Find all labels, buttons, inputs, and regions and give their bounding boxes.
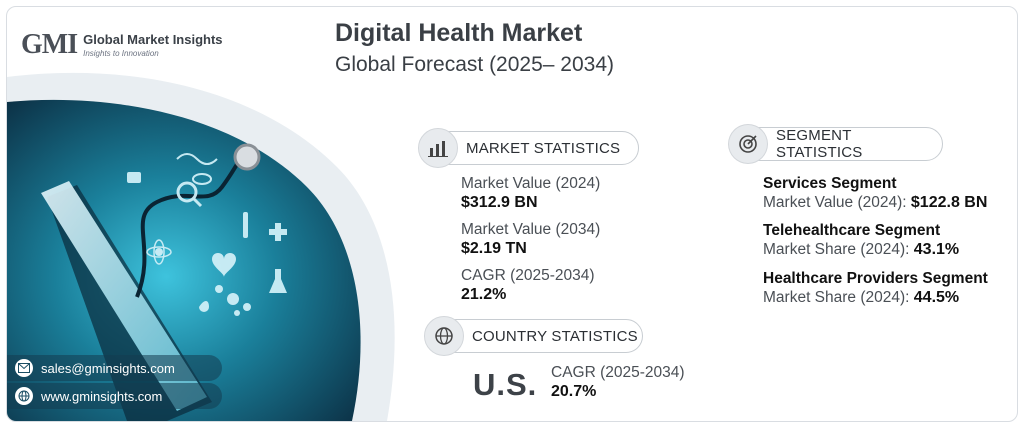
country-stat-label: CAGR (2025-2034)	[551, 364, 685, 381]
segment-label: Market Share (2024):	[763, 241, 910, 258]
segment-name: Services Segment	[763, 175, 897, 192]
email-bar	[7, 355, 222, 381]
segment-name: Telehealthcare Segment	[763, 222, 941, 239]
website-bar	[7, 383, 222, 409]
website-contact[interactable]: www.gminsights.com	[15, 384, 162, 408]
stethoscope-icon	[233, 143, 261, 171]
logo-text: Global Market Insights Insights to Innov…	[83, 32, 222, 58]
drop-icon	[199, 301, 209, 312]
segment-value: $122.8 BN	[910, 194, 988, 211]
segment-statistics-header: SEGMENT STATISTICS	[728, 124, 943, 164]
flask-icon	[269, 269, 287, 293]
cross-icon	[269, 223, 287, 241]
segment-value: 44.5%	[913, 289, 960, 306]
market-statistics-header: MARKET STATISTICS	[418, 128, 639, 168]
market-statistics-title: MARKET STATISTICS	[466, 139, 621, 157]
segment-label: Market Value (2024):	[763, 194, 907, 211]
eye-icon	[192, 173, 212, 185]
logo-name: Global Market Insights	[83, 32, 223, 47]
web-globe-icon	[15, 387, 33, 405]
country-stat: CAGR (2025-2034) 20.7%	[551, 363, 685, 401]
segment-label: Market Share (2024):	[763, 289, 910, 306]
digital-health-illustration	[7, 72, 395, 421]
company-logo[interactable]: GMI Global Market Insights Insights to I…	[21, 29, 223, 61]
atom-icon	[155, 248, 163, 256]
market-stat-1: Market Value (2024) $312.9 BN	[461, 174, 600, 212]
infographic-frame: GMI Global Market Insights Insights to I…	[6, 6, 1018, 422]
market-stat-3: CAGR (2025-2034) 21.2%	[461, 266, 595, 304]
logo-tagline: Insights to Innovation	[83, 49, 159, 58]
syringe-icon	[243, 212, 248, 238]
magnifier-icon	[176, 181, 198, 203]
website-link[interactable]: www.gminsights.com	[41, 388, 163, 404]
country-name: U.S.	[473, 367, 538, 402]
molecule-icon	[227, 293, 239, 305]
logo-mark: GMI	[21, 29, 78, 60]
stat-value: $2.19 TN	[461, 240, 527, 257]
mail-icon	[15, 359, 33, 377]
email-link[interactable]: sales@gminsights.com	[41, 360, 175, 376]
stat-label: CAGR (2025-2034)	[461, 267, 595, 284]
market-stat-2: Market Value (2034) $2.19 TN	[461, 220, 600, 258]
dna-icon	[176, 153, 218, 165]
medical-bag-icon	[127, 172, 141, 183]
globe-icon	[424, 316, 464, 356]
segment-stat-3: Healthcare Providers Segment Market Shar…	[763, 269, 988, 307]
country-stat-value: 20.7%	[551, 383, 597, 400]
stat-label: Market Value (2024)	[461, 175, 601, 192]
page-title: Digital Health Market	[335, 19, 583, 47]
target-chart-icon	[728, 124, 768, 164]
email-contact[interactable]: sales@gminsights.com	[15, 356, 175, 380]
heart-icon	[212, 253, 236, 277]
segment-name: Healthcare Providers Segment	[763, 270, 988, 287]
bar-chart-icon	[418, 128, 458, 168]
country-statistics-title: COUNTRY STATISTICS	[472, 327, 638, 345]
country-statistics-header: COUNTRY STATISTICS	[424, 316, 643, 356]
stat-value: 21.2%	[461, 286, 507, 303]
segment-stat-2: Telehealthcare Segment Market Share (202…	[763, 221, 959, 259]
segment-statistics-title: SEGMENT STATISTICS	[775, 127, 863, 161]
stat-value: $312.9 BN	[461, 194, 538, 211]
segment-value: 43.1%	[913, 241, 960, 258]
segment-stat-1: Services Segment Market Value (2024): $1…	[763, 174, 987, 212]
stat-label: Market Value (2034)	[461, 221, 601, 238]
page-subtitle: Global Forecast (2025– 2034)	[335, 53, 614, 76]
